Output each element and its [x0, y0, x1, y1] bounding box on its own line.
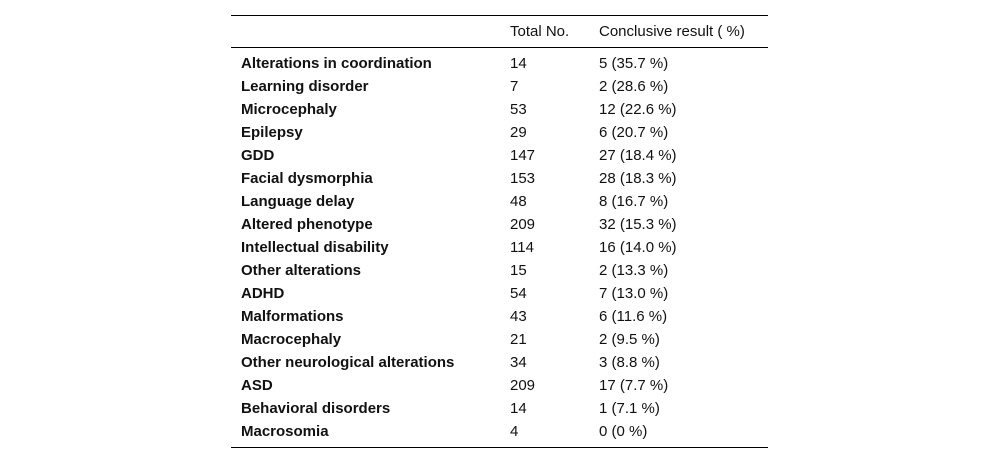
row-label: Learning disorder — [241, 78, 369, 95]
table-row: Other neurological alterations 34 3 (8.8 %… — [231, 351, 768, 374]
table-cell: 7 — [510, 78, 519, 95]
table-cell: 4 — [510, 423, 519, 440]
table-cell: 17 (7.7 %) — [599, 377, 669, 394]
row-label: Malformations — [241, 308, 344, 325]
row-label: Altered phenotype — [241, 216, 373, 233]
header-cell: Total No. — [510, 23, 570, 40]
table-cell: 16 (14.0 %) — [599, 239, 677, 256]
row-label: Macrocephaly — [241, 331, 342, 348]
table-cell: 12 (22.6 %) — [599, 101, 677, 118]
table-cell: 14 — [510, 55, 527, 72]
table-body: Alterations in coordination 14 5 (35.7 %) L… — [231, 48, 768, 448]
table-cell: 2 (13.3 %) — [599, 262, 669, 279]
row-label: Facial dysmorphia — [241, 170, 373, 187]
table-row: Epilepsy 29 6 (20.7 %) — [231, 121, 768, 144]
row-label: ASD — [241, 377, 273, 394]
table-cell: 15 — [510, 262, 527, 279]
data-table: Total No. Conclusive result ( %) Alterat… — [231, 15, 768, 448]
header-cell — [231, 16, 510, 48]
row-label: Alterations in coordination — [241, 55, 432, 72]
table-cell: 6 (20.7 %) — [599, 124, 669, 141]
header-cell: Conclusive result ( %) — [599, 23, 745, 40]
table-cell: 53 — [510, 101, 527, 118]
table-cell: 153 — [510, 170, 536, 187]
table-row: GDD 147 27 (18.4 %) — [231, 144, 768, 167]
table-row: Learning disorder 7 2 (28.6 %) — [231, 75, 768, 98]
table-cell: 147 — [510, 147, 536, 164]
table-cell: 32 (15.3 %) — [599, 216, 677, 233]
table-header: Total No. Conclusive result ( %) — [231, 15, 768, 48]
table-cell: 7 (13.0 %) — [599, 285, 669, 302]
table-row: Microcephaly 53 12 (22.6 %) — [231, 98, 768, 121]
table-cell: 1 (7.1 %) — [599, 400, 660, 417]
row-label: Macrosomia — [241, 423, 329, 440]
table-row: Altered phenotype 209 32 (15.3 %) — [231, 213, 768, 236]
table-cell: 14 — [510, 400, 527, 417]
table-cell: 2 (28.6 %) — [599, 78, 669, 95]
table-cell: 48 — [510, 193, 527, 210]
row-label: Other neurological alterations — [241, 354, 455, 371]
table-cell: 8 (16.7 %) — [599, 193, 669, 210]
table-cell: 27 (18.4 %) — [599, 147, 677, 164]
table-cell: 29 — [510, 124, 527, 141]
table-row: ASD 209 17 (7.7 %) — [231, 374, 768, 397]
table-cell: 209 — [510, 216, 536, 233]
row-label: GDD — [241, 147, 275, 164]
table-row: Alterations in coordination 14 5 (35.7 %) — [231, 48, 768, 76]
table-row: Other alterations 15 2 (13.3 %) — [231, 259, 768, 282]
table-cell: 114 — [510, 239, 534, 256]
table-row: Intellectual disability 114 16 (14.0 %) — [231, 236, 768, 259]
row-label: Other alterations — [241, 262, 362, 279]
table-row: ADHD 54 7 (13.0 %) — [231, 282, 768, 305]
row-label: ADHD — [241, 285, 285, 302]
table-cell: 21 — [510, 331, 527, 348]
table-row: Behavioral disorders 14 1 (7.1 %) — [231, 397, 768, 420]
table-row: Macrocephaly 21 2 (9.5 %) — [231, 328, 768, 351]
table-cell: 3 (8.8 %) — [599, 354, 660, 371]
table-cell: 43 — [510, 308, 527, 325]
row-label: Behavioral disorders — [241, 400, 391, 417]
table-cell: 2 (9.5 %) — [599, 331, 660, 348]
table-cell: 6 (11.6 %) — [599, 308, 668, 325]
table-row: Facial dysmorphia 153 28 (18.3 %) — [231, 167, 768, 190]
table-cell: 5 (35.7 %) — [599, 55, 669, 72]
table-cell: 34 — [510, 354, 527, 371]
table-row: Language delay 48 8 (16.7 %) — [231, 190, 768, 213]
table-row: Macrosomia 4 0 (0 %) — [231, 420, 768, 448]
header-row: Total No. Conclusive result ( %) — [231, 15, 768, 48]
row-label: Epilepsy — [241, 124, 303, 141]
table-cell: 209 — [510, 377, 536, 394]
table-cell: 0 (0 %) — [599, 423, 648, 440]
row-label: Microcephaly — [241, 101, 337, 118]
table-cell: 28 (18.3 %) — [599, 170, 677, 187]
table-cell: 54 — [510, 285, 527, 302]
row-label: Intellectual disability — [241, 239, 389, 256]
table-row: Malformations 43 6 (11.6 %) — [231, 305, 768, 328]
row-label: Language delay — [241, 193, 355, 210]
